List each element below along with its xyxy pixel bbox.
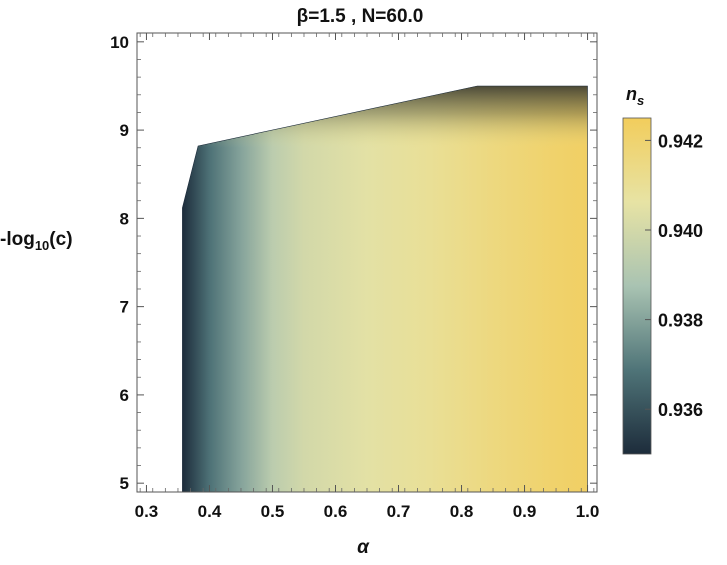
y-tick-label: 7 xyxy=(120,298,129,317)
colorbar-title: ns xyxy=(626,84,644,108)
colorbar-ticks: 0.936 0.938 0.940 0.942 xyxy=(645,131,703,420)
colorbar-tick-label: 0.938 xyxy=(658,311,703,331)
x-axis: 0.3 0.4 0.5 0.6 0.7 0.8 0.9 1.0 xyxy=(135,33,600,521)
colorbar-tick-label: 0.942 xyxy=(658,131,703,151)
x-tick-label: 0.8 xyxy=(450,502,474,521)
heatmap-top-band xyxy=(182,86,588,148)
y-axis-label-base: -log xyxy=(0,229,35,250)
colorbar-title-sub: s xyxy=(637,93,644,108)
y-axis-label-tail: (c) xyxy=(49,229,72,250)
x-tick-label: 0.3 xyxy=(135,502,159,521)
y-tick-label: 8 xyxy=(120,209,129,228)
colorbar: ns 0.936 0.938 0.940 0.942 xyxy=(622,84,703,455)
colorbar-tick-label: 0.936 xyxy=(658,400,703,420)
x-tick-label: 0.4 xyxy=(198,502,222,521)
x-tick-label: 0.5 xyxy=(261,502,285,521)
y-axis-label: -log10(c) xyxy=(0,229,73,253)
y-tick-label: 10 xyxy=(110,33,129,52)
colorbar-tick-label: 0.940 xyxy=(658,221,703,241)
x-tick-label: 0.6 xyxy=(324,502,348,521)
y-axis-label-sub: 10 xyxy=(35,238,49,253)
x-axis-label: α xyxy=(357,537,370,558)
y-tick-label: 6 xyxy=(120,386,129,405)
chart-title: β=1.5 , N=60.0 xyxy=(297,6,424,27)
y-tick-label: 9 xyxy=(120,121,129,140)
x-tick-label: 0.9 xyxy=(513,502,537,521)
colorbar-gradient xyxy=(623,118,651,454)
heatmap-fill xyxy=(182,86,588,492)
colorbar-frame xyxy=(622,117,652,455)
y-axis: 5 6 7 8 9 10 xyxy=(110,33,597,493)
x-tick-label: 0.7 xyxy=(387,502,411,521)
heatmap-outline xyxy=(182,85,588,493)
y-tick-label: 5 xyxy=(120,474,129,493)
x-tick-label: 1.0 xyxy=(576,502,600,521)
colorbar-title-base: n xyxy=(626,84,637,104)
heatmap-region xyxy=(182,86,588,492)
